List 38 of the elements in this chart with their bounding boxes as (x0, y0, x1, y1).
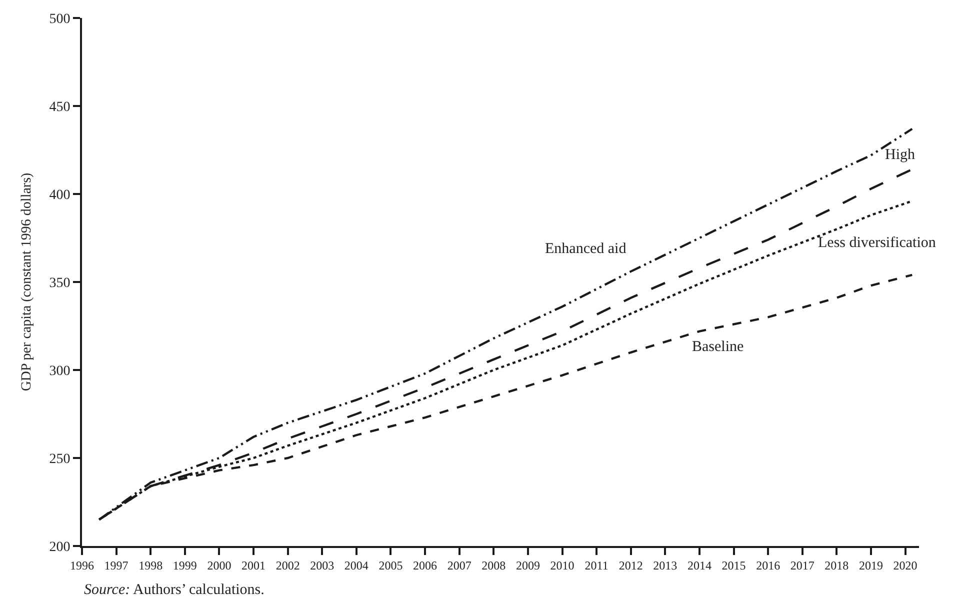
y-tick-label: 250 (49, 452, 70, 467)
x-tick-label: 1997 (104, 558, 128, 572)
x-tick-label: 2001 (242, 558, 266, 572)
x-tick-label: 2012 (618, 558, 643, 572)
y-tick-label: 450 (49, 100, 70, 115)
x-tick-label: 2004 (344, 558, 368, 572)
x-tick-label: 2010 (550, 558, 574, 572)
y-tick-label: 400 (49, 188, 70, 203)
x-tick-label: 2016 (756, 558, 780, 572)
x-tick-label: 2019 (858, 558, 883, 572)
y-axis-title: GDP per capita (constant 1996 dollars) (19, 172, 34, 392)
x-tick-label: 2014 (687, 558, 712, 572)
y-tick-label: 300 (49, 364, 70, 379)
x-tick-label: 2006 (413, 558, 438, 572)
y-tick-label: 200 (49, 540, 70, 555)
source-note: Source: Authors’ calculations. (84, 582, 264, 598)
x-tick-label: 2011 (584, 558, 608, 572)
series-label: Less diversification (818, 235, 936, 251)
x-tick-label: 2015 (722, 558, 746, 572)
x-tick-label: 1999 (172, 558, 197, 572)
x-tick-label: 2002 (276, 558, 300, 572)
x-tick-label: 2009 (516, 558, 540, 572)
x-tick-label: 2017 (790, 558, 814, 572)
x-tick-label: 2005 (378, 558, 403, 572)
x-tick-label: 2008 (482, 558, 506, 572)
x-tick-label: 2018 (824, 558, 849, 572)
series-label: Baseline (692, 339, 744, 355)
series-label: Enhanced aid (545, 241, 627, 257)
series-label: High (885, 147, 916, 163)
x-tick-label: 1996 (70, 558, 94, 572)
x-tick-label: 1998 (138, 558, 163, 572)
y-tick-label: 500 (49, 12, 70, 27)
x-tick-label: 2007 (447, 558, 472, 572)
x-tick-label: 2020 (893, 558, 918, 572)
y-tick-label: 350 (49, 276, 70, 291)
x-tick-label: 2003 (310, 558, 334, 572)
x-tick-label: 2013 (653, 558, 678, 572)
x-tick-label: 2000 (207, 558, 232, 572)
